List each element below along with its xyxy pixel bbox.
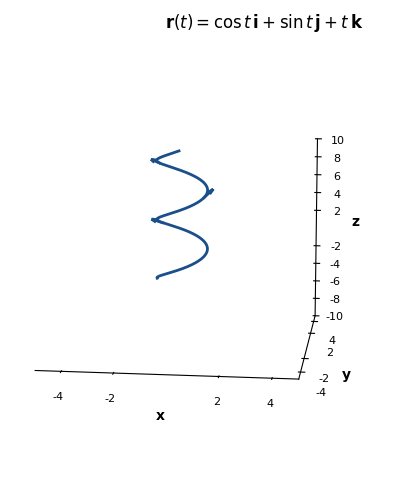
- Y-axis label: y: y: [342, 368, 351, 382]
- X-axis label: x: x: [156, 409, 165, 423]
- Text: $\mathbf{r}(t) = \cos t\,\mathbf{i} + \sin t\,\mathbf{j} + t\,\mathbf{k}$: $\mathbf{r}(t) = \cos t\,\mathbf{i} + \s…: [165, 12, 364, 34]
